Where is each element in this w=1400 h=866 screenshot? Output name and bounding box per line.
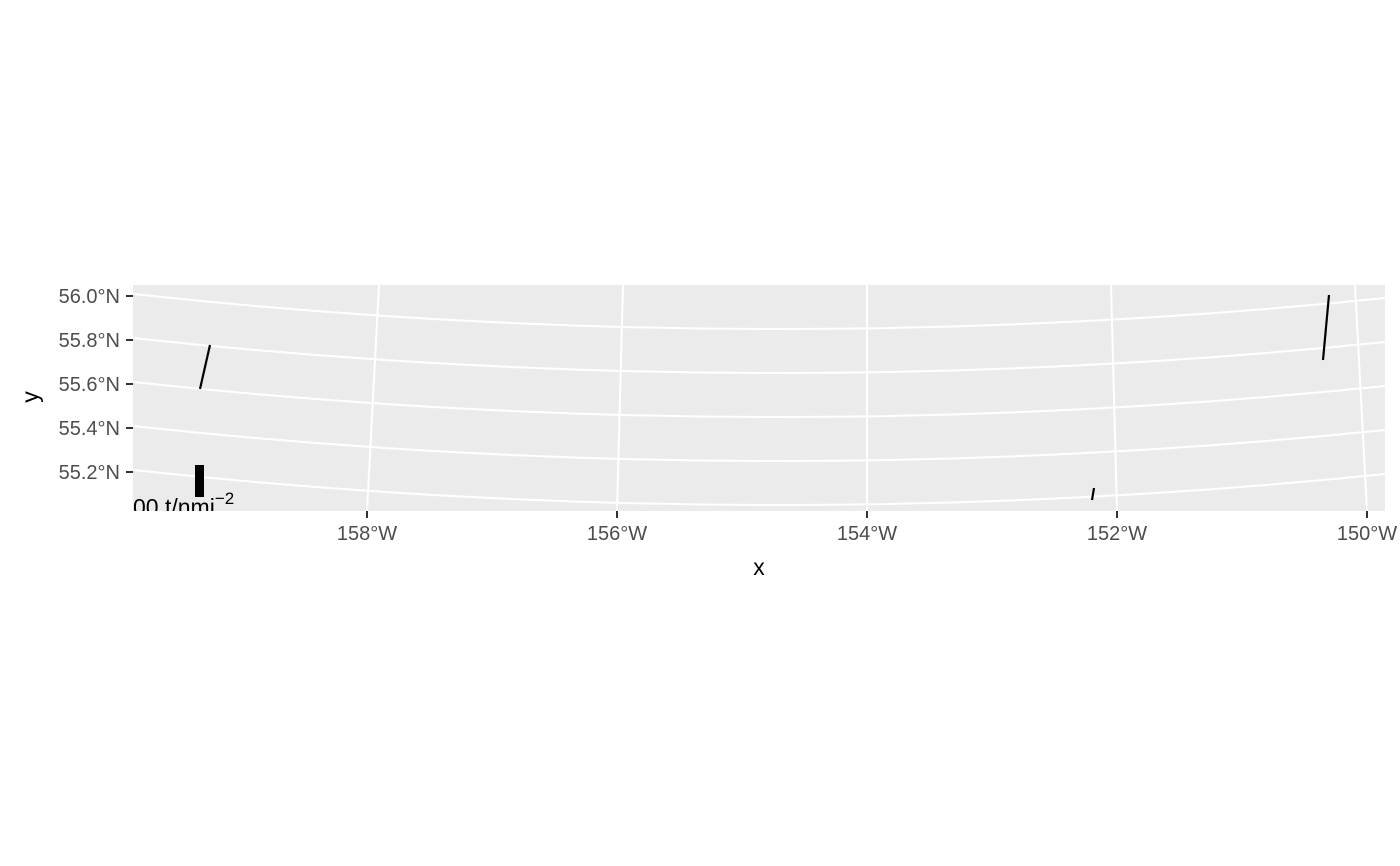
legend-label: 00 t/nmi−2 xyxy=(133,489,234,520)
x-tick-label: 156°W xyxy=(587,523,647,545)
vector-segment xyxy=(1090,487,1096,501)
y-axis: 56.0°N 55.8°N 55.6°N 55.4°N 55.2°N xyxy=(59,286,133,484)
meridian-gridline xyxy=(366,285,380,511)
vector-segment xyxy=(1321,294,1331,361)
legend-key-bar xyxy=(195,465,204,497)
parallel-gridline xyxy=(133,337,1385,375)
y-tick-label: 55.8°N xyxy=(59,330,120,352)
y-tick-label: 55.2°N xyxy=(59,462,120,484)
meridian-gridline xyxy=(1354,285,1368,511)
x-tick-label: 154°W xyxy=(837,523,897,545)
y-tick-label: 56.0°N xyxy=(59,286,120,308)
meridian-gridline xyxy=(616,285,624,511)
parallel-gridline xyxy=(133,425,1385,463)
parallel-gridline xyxy=(133,381,1385,419)
y-tick-label: 55.4°N xyxy=(59,418,120,440)
x-tick-label: 150°W xyxy=(1337,523,1397,545)
parallel-gridline xyxy=(133,469,1385,507)
x-tick-label: 158°W xyxy=(337,523,397,545)
meridian-gridline xyxy=(1110,285,1118,511)
y-tick-label: 55.6°N xyxy=(59,374,120,396)
x-tick-label: 152°W xyxy=(1087,523,1147,545)
parallel-gridline xyxy=(133,293,1385,331)
y-axis-title: y xyxy=(17,391,43,403)
x-axis-title: x xyxy=(753,554,765,580)
graticule: 00 t/nmi−2 xyxy=(133,285,1385,520)
x-axis: 158°W 156°W 154°W 152°W 150°W xyxy=(337,511,1397,545)
panel-background xyxy=(133,285,1385,511)
vector-segment xyxy=(198,344,212,390)
